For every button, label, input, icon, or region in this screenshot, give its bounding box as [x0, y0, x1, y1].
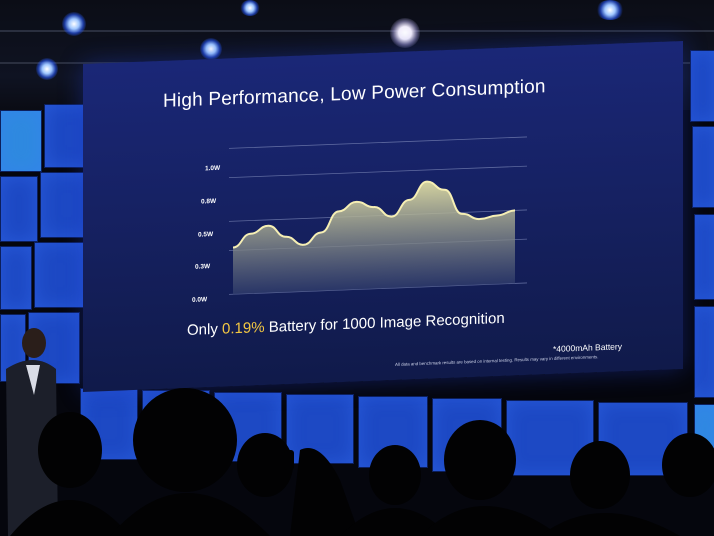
gridline	[229, 136, 527, 149]
caption-text-before: Only	[187, 320, 223, 340]
led-wall-tile	[694, 214, 714, 300]
led-wall-tile	[690, 50, 714, 122]
led-wall-tile	[0, 246, 32, 310]
power-area-fill	[233, 181, 515, 295]
power-line	[232, 180, 516, 249]
presentation-slide: High Performance, Low Power Consumption …	[83, 40, 683, 393]
spotlight-icon	[240, 0, 260, 16]
led-wall-tile	[286, 394, 354, 464]
caption-highlight: 0.19%	[222, 319, 265, 338]
spotlight-icon	[36, 58, 58, 80]
led-wall-tile	[0, 110, 42, 172]
audience-silhouettes	[10, 388, 714, 536]
gridline	[229, 165, 527, 178]
spotlight-icon	[62, 12, 86, 36]
led-wall-tile	[34, 242, 86, 308]
led-wall-tile	[692, 126, 714, 208]
spotlight-icon	[596, 0, 624, 20]
led-wall-tile	[694, 306, 714, 398]
presenter-silhouette	[6, 328, 58, 536]
led-wall-tile	[0, 176, 38, 242]
power-consumption-chart	[229, 136, 527, 295]
spotlight-icon	[200, 38, 222, 60]
ceiling-truss	[0, 30, 714, 32]
spotlight-icon	[390, 18, 420, 48]
